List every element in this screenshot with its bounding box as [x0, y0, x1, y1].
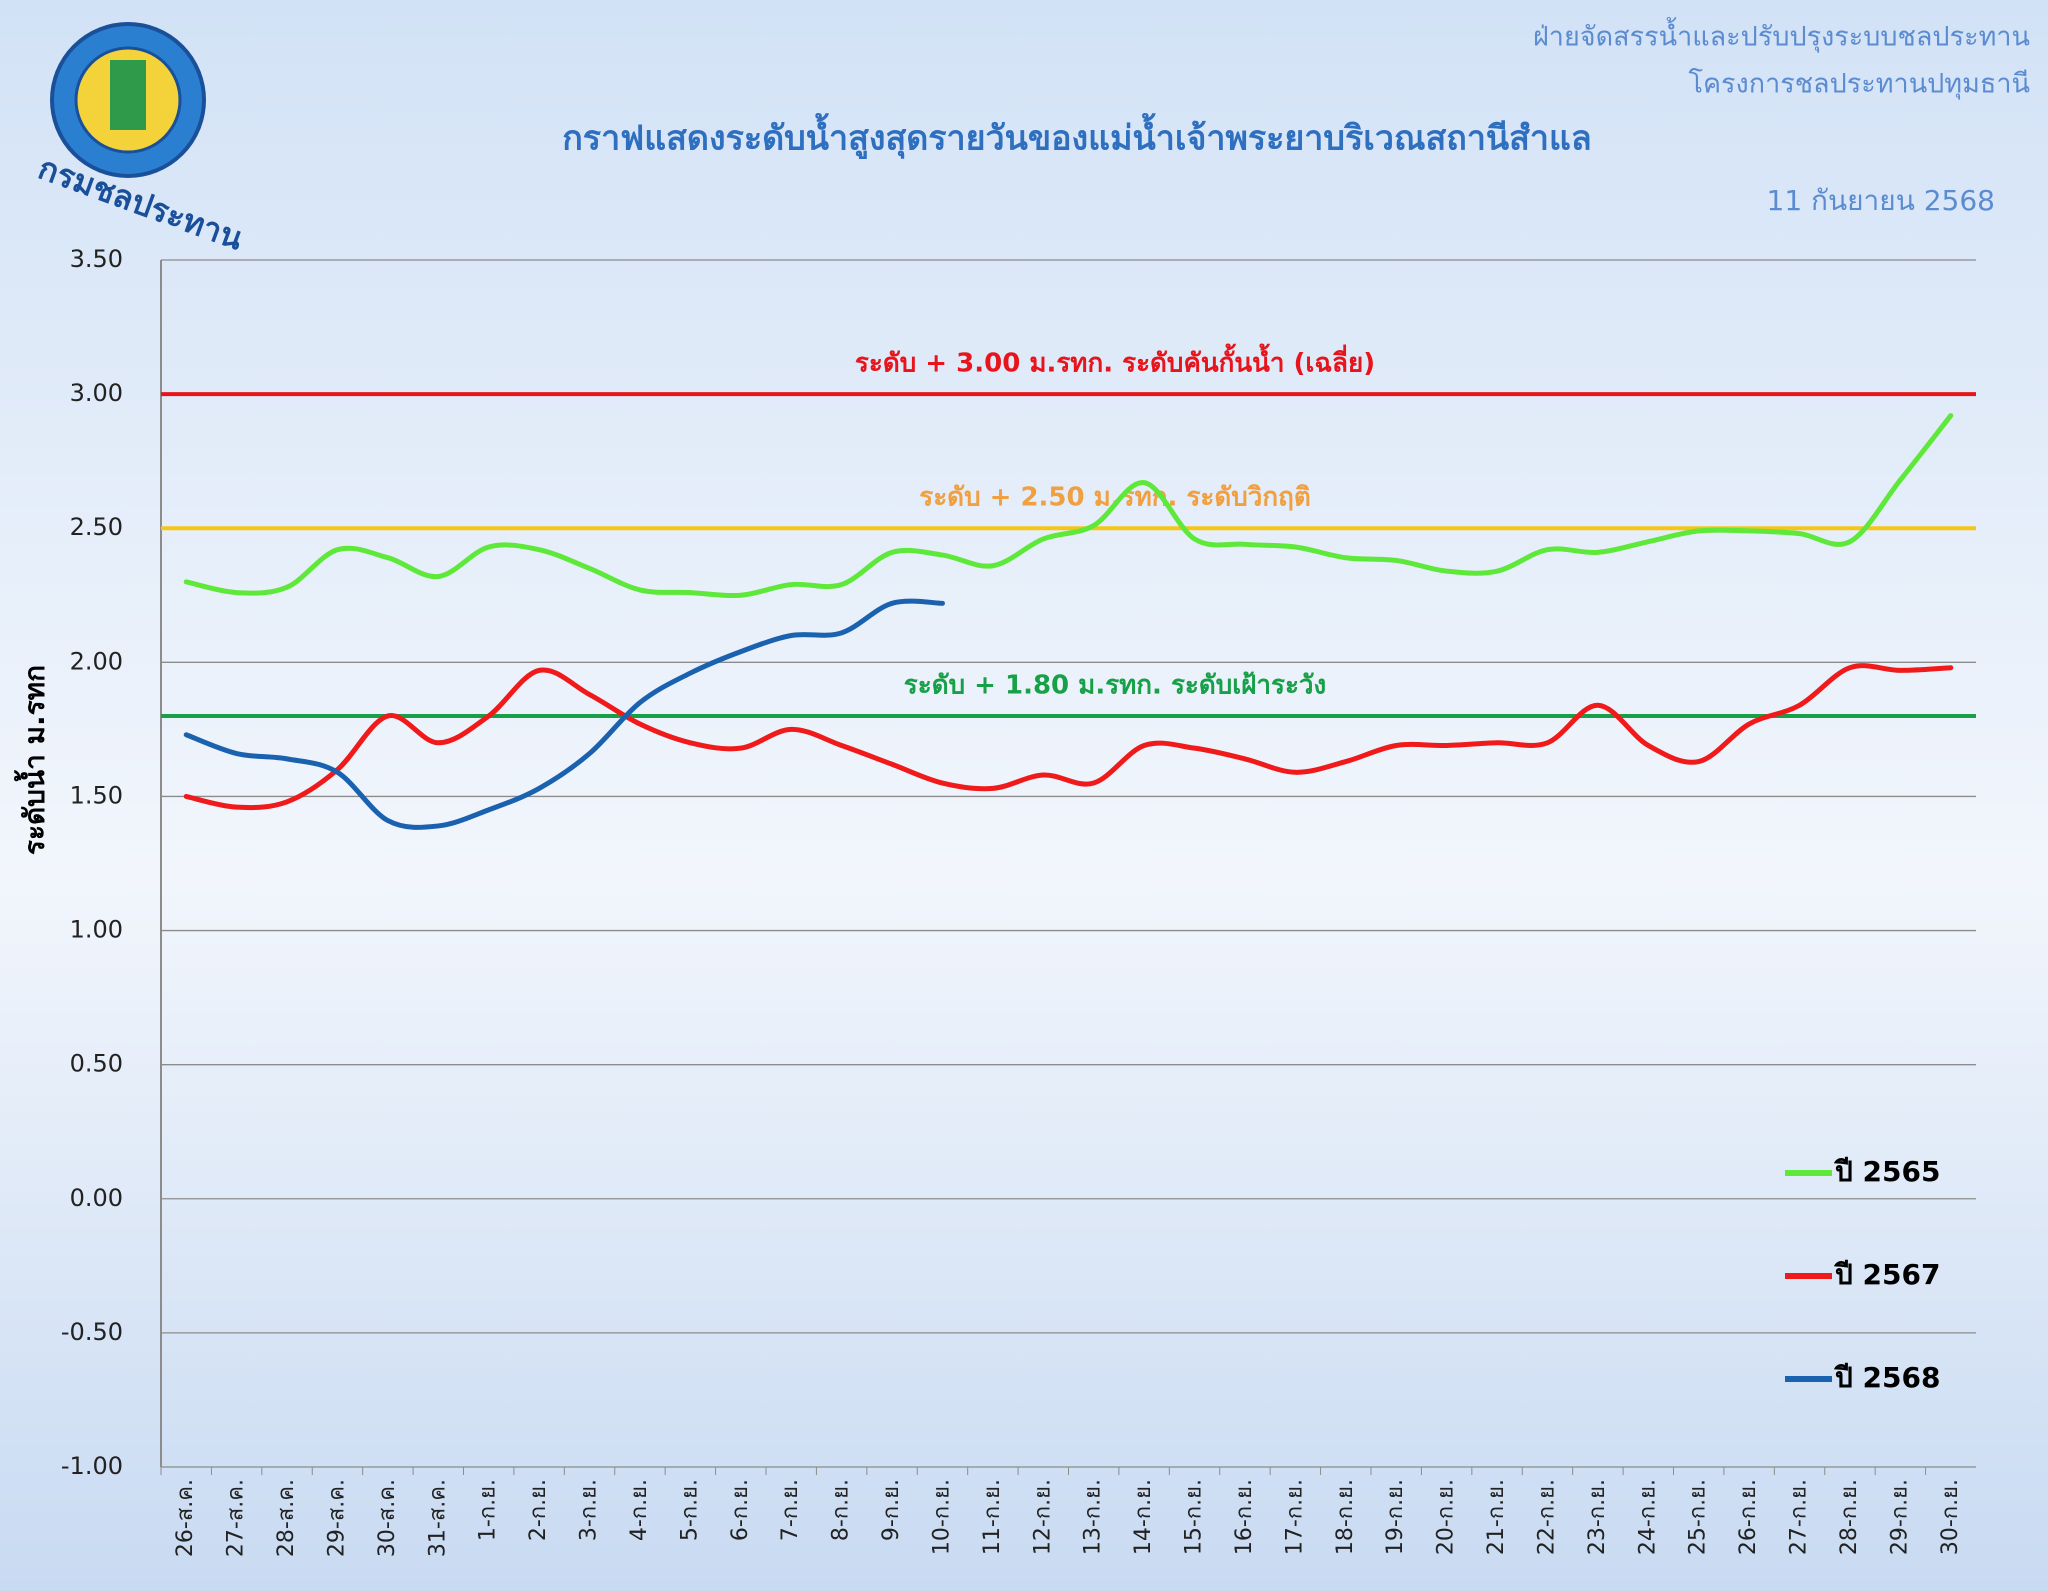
y-tick-label: 3.00 — [70, 379, 123, 407]
legend-label: ปี 2568 — [1833, 1361, 1940, 1394]
x-tick-label: 13-ก.ย. — [1081, 1479, 1106, 1555]
x-tick-label: 31-ส.ค. — [425, 1479, 450, 1557]
x-tick-label: 10-ก.ย. — [929, 1479, 954, 1555]
y-tick-label: 0.00 — [70, 1184, 123, 1212]
x-tick-label: 22-ก.ย. — [1534, 1479, 1559, 1555]
x-tick-label: 29-ก.ย. — [1887, 1479, 1912, 1555]
logo-figure — [110, 60, 146, 130]
x-tick-label: 5-ก.ย. — [677, 1479, 702, 1541]
date: 11 กันยายน 2568 — [1767, 184, 1995, 217]
x-tick-label: 20-ก.ย. — [1434, 1479, 1459, 1555]
x-tick-label: 28-ส.ค. — [274, 1479, 299, 1557]
y-tick-label: 1.50 — [70, 781, 123, 809]
y-axis-label: ระดับน้ำ ม.รทก — [13, 665, 51, 855]
x-tick-label: 26-ก.ย. — [1736, 1479, 1761, 1555]
x-tick-label: 19-ก.ย. — [1383, 1479, 1408, 1555]
x-tick-label: 1-ก.ย. — [476, 1479, 501, 1541]
reference-label: ระดับ + 3.00 ม.รทก. ระดับคันกั้นน้ำ (เฉล… — [855, 343, 1375, 379]
legend-label: ปี 2565 — [1833, 1155, 1940, 1188]
x-tick-label: 26-ส.ค. — [173, 1479, 198, 1557]
x-tick-label: 27-ส.ค. — [224, 1479, 249, 1557]
x-tick-label: 9-ก.ย. — [879, 1479, 904, 1541]
y-tick-label: 0.50 — [70, 1050, 123, 1078]
x-tick-label: 3-ก.ย. — [577, 1479, 602, 1541]
x-tick-label: 15-ก.ย. — [1182, 1479, 1207, 1555]
y-tick-label: -1.00 — [61, 1452, 123, 1480]
project: โครงการชลประทานปทุมธานี — [1688, 69, 2030, 101]
x-tick-label: 18-ก.ย. — [1333, 1479, 1358, 1555]
x-tick-label: 4-ก.ย. — [627, 1479, 652, 1541]
series-line — [183, 413, 1954, 599]
y-tick-label: -0.50 — [61, 1318, 123, 1346]
y-tick-label: 2.00 — [70, 647, 123, 675]
legend-label: ปี 2567 — [1833, 1258, 1940, 1291]
x-tick-label: 8-ก.ย. — [829, 1479, 854, 1541]
x-tick-label: 14-ก.ย. — [1131, 1479, 1156, 1555]
x-tick-label: 27-ก.ย. — [1787, 1479, 1812, 1555]
x-tick-label: 2-ก.ย. — [526, 1479, 551, 1541]
y-tick-label: 1.00 — [70, 916, 123, 944]
y-tick-label: 3.50 — [70, 245, 123, 273]
x-tick-label: 30-ก.ย. — [1938, 1479, 1963, 1555]
x-tick-label: 25-ก.ย. — [1686, 1479, 1711, 1555]
y-tick-label: 2.50 — [70, 513, 123, 541]
series-line — [183, 663, 1954, 811]
chart-title: กราฟแสดงระดับน้ำสูงสุดรายวันของแม่น้ำเจ้… — [562, 113, 1592, 160]
x-tick-label: 24-ก.ย. — [1635, 1479, 1660, 1555]
x-tick-label: 16-ก.ย. — [1232, 1479, 1257, 1555]
x-tick-label: 28-ก.ย. — [1837, 1479, 1862, 1555]
x-tick-label: 11-ก.ย. — [980, 1479, 1005, 1555]
series-line — [183, 598, 945, 830]
x-tick-label: 23-ก.ย. — [1585, 1479, 1610, 1555]
x-tick-label: 29-ส.ค. — [324, 1479, 349, 1557]
x-tick-label: 21-ก.ย. — [1484, 1479, 1509, 1555]
department: ฝ่ายจัดสรรน้ำและปรับปรุงระบบชลประทาน — [1533, 17, 2030, 54]
x-tick-label: 6-ก.ย. — [728, 1479, 753, 1541]
x-tick-label: 17-ก.ย. — [1282, 1479, 1307, 1555]
x-tick-label: 7-ก.ย. — [778, 1479, 803, 1541]
x-tick-label: 30-ส.ค. — [375, 1479, 400, 1557]
reference-label: ระดับ + 1.80 ม.รทก. ระดับเฝ้าระวัง — [904, 670, 1326, 700]
x-tick-label: 12-ก.ย. — [1030, 1479, 1055, 1555]
